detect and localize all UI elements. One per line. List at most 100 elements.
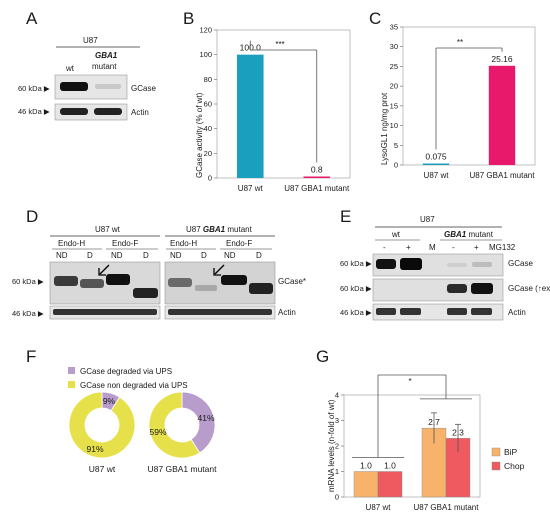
panel-e-band xyxy=(400,258,422,270)
panel-d-lane-nd-2: ND xyxy=(111,251,123,260)
panel-d-endof-1: Endo-F xyxy=(112,239,138,248)
panel-a: A U87 wt GBA1 mutant 60 kDa ▶ 46 kDa ▶ G… xyxy=(18,9,156,121)
legend-swatch-non-degraded xyxy=(68,381,75,388)
panel-d-band xyxy=(195,285,217,291)
panel-d-endoh-1: Endo-H xyxy=(58,239,85,248)
chart-c: 0 5 10 15 20 25 30 35 0.075 U87 wt 25.16 U87 GBA1 m… xyxy=(390,23,536,180)
panel-d-mw-60: 60 kDa ▶ xyxy=(12,277,45,286)
panel-d-lane-d-4: D xyxy=(256,251,262,260)
panel-d-lane-d-1: D xyxy=(87,251,93,260)
bar-value-label: 1.0 xyxy=(384,461,396,471)
chart-g: 0 1 2 3 4 1.0 1.0 U87 wt 2.7 2.3 U87 GBA1 mutant Bi… xyxy=(335,374,525,512)
panel-e-band xyxy=(471,283,493,294)
pie-slice-non-degraded xyxy=(68,391,136,459)
bar-value-label: 2.7 xyxy=(428,417,440,427)
y-tick-label: 15 xyxy=(390,101,398,110)
panel-e-label-3: Actin xyxy=(508,308,526,317)
pie-caption: U87 GBA1 mutant xyxy=(148,464,218,474)
panel-a-col-wt: wt xyxy=(65,64,75,73)
panel-e-band xyxy=(376,259,396,269)
panel-e-lane-minus-1: - xyxy=(383,243,386,252)
y-tick-label: 100 xyxy=(199,50,212,59)
panel-e-mw-1: 60 kDa ▶ xyxy=(340,259,373,268)
panel-e-lane-plus-1: + xyxy=(406,243,411,252)
bar xyxy=(377,471,403,498)
panel-d-lane-nd-3: ND xyxy=(170,251,182,260)
panel-d-actin-band xyxy=(168,309,272,315)
panel-e-band xyxy=(472,262,492,267)
panel-d-letter: D xyxy=(26,207,38,226)
panel-d-arrow-2 xyxy=(214,264,225,275)
panel-d-band xyxy=(106,274,130,285)
bar xyxy=(303,176,331,178)
x-tick-label: U87 wt xyxy=(424,171,450,180)
panel-e-lane-plus-2: + xyxy=(474,243,479,252)
panel-e-band xyxy=(447,284,467,293)
y-tick-label: 10 xyxy=(390,121,398,130)
bar-value-label: 0.8 xyxy=(311,165,323,175)
panel-a-letter: A xyxy=(26,9,38,28)
y-tick-label: 2 xyxy=(335,442,339,451)
y-tick-label: 4 xyxy=(335,391,339,400)
panel-d-band xyxy=(133,288,158,298)
y-tick-label: 5 xyxy=(394,141,398,150)
bar-value-label: 0.075 xyxy=(425,152,447,162)
panel-d-lane-d-3: D xyxy=(201,251,207,260)
pie-slice-degraded xyxy=(181,391,216,454)
panel-d-arrow-1 xyxy=(99,264,110,275)
panel-d-band xyxy=(249,283,273,294)
panel-c: C LysoGL1 ng/mg prot 0 5 10 15 20 25 30 35 0.075… xyxy=(369,9,536,180)
panel-e-letter: E xyxy=(340,207,351,226)
panel-a-band-mut xyxy=(95,84,121,89)
panel-d-lane-d-2: D xyxy=(143,251,149,260)
panel-e-band xyxy=(400,308,421,315)
chart-g-significance: * xyxy=(408,377,411,386)
panel-d-mw-46: 46 kDa ▶ xyxy=(12,309,45,318)
y-tick-label: 0 xyxy=(335,493,339,502)
pie-label-non-degraded: 59% xyxy=(149,427,166,437)
y-tick-label: 25 xyxy=(390,62,398,71)
y-tick-label: 60 xyxy=(204,100,212,109)
y-tick-label: 0 xyxy=(394,161,398,170)
y-tick-label: 120 xyxy=(199,26,212,35)
bar-value-label: 25.16 xyxy=(491,54,513,64)
x-tick-label: U87 GBA1 mutant xyxy=(284,184,350,193)
panel-b: B GCase activity (% of wt) 0 20 40 60 80 100 1… xyxy=(183,9,351,193)
panel-d-actin-band xyxy=(53,309,157,315)
panel-d-lane-nd-4: ND xyxy=(224,251,236,260)
chart-b-ylabel: GCase activity (% of wt) xyxy=(195,92,204,178)
panel-e-band xyxy=(447,263,467,267)
bar xyxy=(353,471,379,498)
x-tick-label: U87 GBA1 mutant xyxy=(414,503,480,512)
panel-a-label-gcase: GCase xyxy=(131,84,156,93)
legend-swatch xyxy=(491,461,501,471)
bar xyxy=(422,163,450,165)
y-tick-label: 20 xyxy=(390,82,398,91)
panel-e-wt: wt xyxy=(391,230,401,239)
y-tick-label: 20 xyxy=(204,149,212,158)
chart-g-ylabel: mRNA levels (n-fold of wt) xyxy=(327,399,336,492)
bar-value-label: 2.3 xyxy=(452,427,464,437)
panel-e-mw-3: 46 kDa ▶ xyxy=(340,308,373,317)
panel-d-band xyxy=(54,276,78,286)
panel-a-col-mutant: mutant xyxy=(92,62,117,71)
bar xyxy=(488,65,516,165)
panel-e-treatment: MG132 xyxy=(489,243,516,252)
panel-e-band xyxy=(471,308,492,315)
panel-a-band-wt xyxy=(60,82,88,91)
panel-d-endoh-2: Endo-H xyxy=(170,239,197,248)
legend-swatch xyxy=(491,447,501,457)
y-tick-label: 30 xyxy=(390,42,398,51)
panel-d-endof-2: Endo-F xyxy=(226,239,252,248)
legend-label-non-degraded: GCase non degraded via UPS xyxy=(80,381,188,390)
y-tick-label: 40 xyxy=(204,124,212,133)
panel-e-label-1: GCase xyxy=(508,259,533,268)
panel-e-mw-2: 60 kDa ▶ xyxy=(340,284,373,293)
panel-f-letter: F xyxy=(26,347,36,366)
panel-e-lane-marker: M xyxy=(429,243,436,252)
panel-d-band xyxy=(80,279,104,288)
legend-swatch-degraded xyxy=(68,367,75,374)
y-tick-label: 1 xyxy=(335,467,339,476)
panel-d-label-gcase: GCase* xyxy=(278,277,306,286)
